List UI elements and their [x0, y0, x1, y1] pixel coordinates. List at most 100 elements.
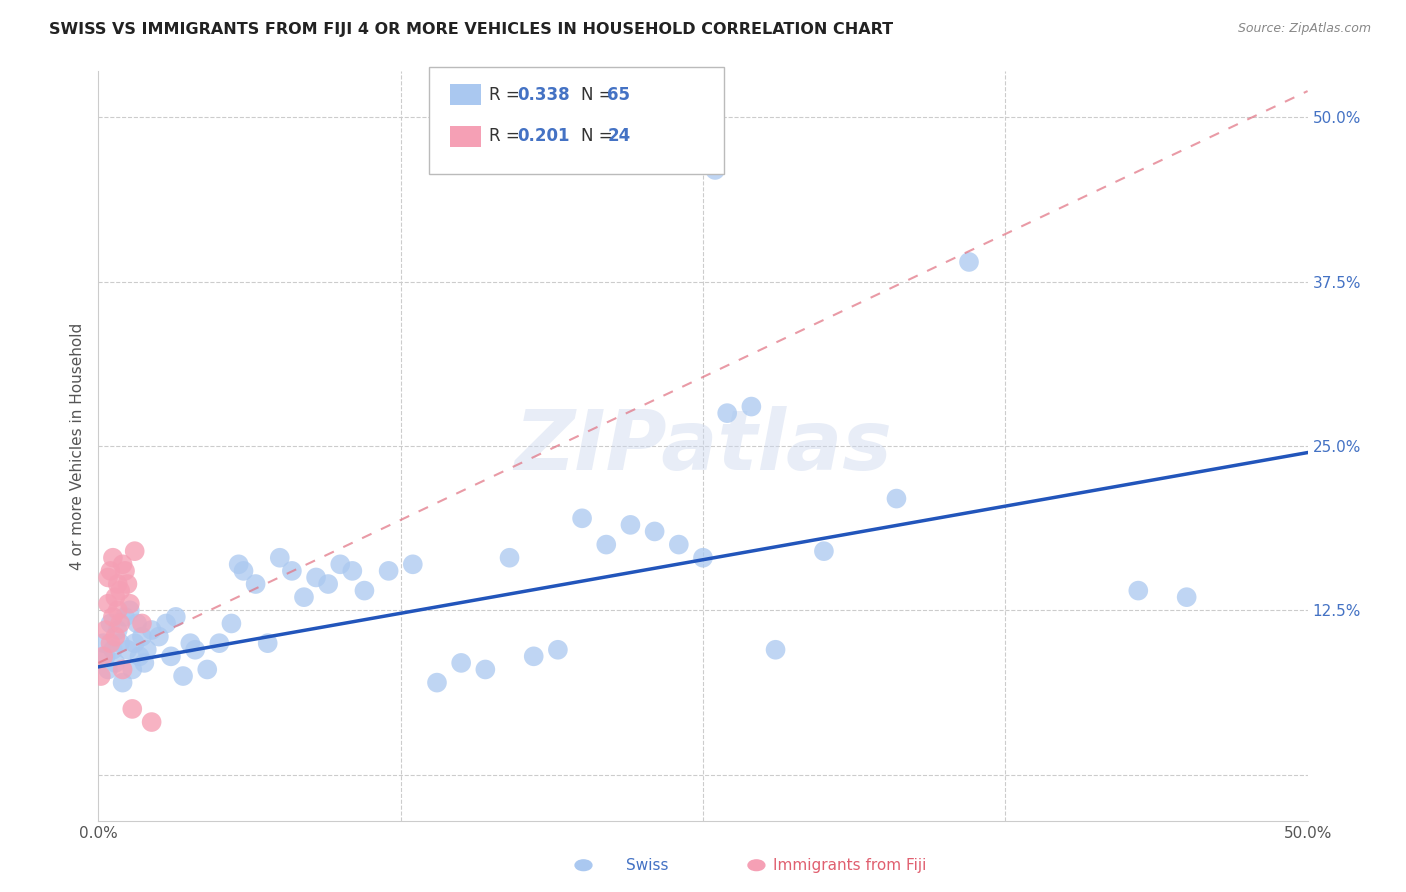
Point — [1128, 583, 1150, 598]
Point — [107, 603, 129, 617]
Point — [377, 564, 399, 578]
Point — [111, 558, 134, 572]
Point — [111, 675, 134, 690]
Point — [305, 570, 328, 584]
Point — [108, 583, 131, 598]
Point — [104, 590, 127, 604]
Point — [160, 649, 183, 664]
Point — [117, 642, 139, 657]
Point — [179, 636, 201, 650]
Point — [256, 636, 278, 650]
Point — [692, 550, 714, 565]
Point — [221, 616, 243, 631]
Text: Immigrants from Fiji: Immigrants from Fiji — [773, 858, 927, 872]
Text: 0.338: 0.338 — [517, 86, 569, 103]
Point — [957, 255, 980, 269]
Y-axis label: 4 or more Vehicles in Household: 4 or more Vehicles in Household — [69, 322, 84, 570]
Point — [107, 577, 129, 591]
Point — [124, 544, 146, 558]
Text: 0.201: 0.201 — [517, 128, 569, 145]
Text: ZIPatlas: ZIPatlas — [515, 406, 891, 486]
Point — [165, 610, 187, 624]
Point — [329, 558, 352, 572]
Point — [101, 642, 124, 657]
Point — [100, 616, 122, 631]
Point — [117, 577, 139, 591]
Text: Swiss: Swiss — [626, 858, 668, 872]
Point — [101, 550, 124, 565]
Point — [91, 636, 114, 650]
Point — [765, 642, 787, 657]
Point — [228, 558, 250, 572]
Point — [595, 538, 617, 552]
Point — [114, 564, 136, 578]
Point — [107, 623, 129, 637]
Text: 24: 24 — [607, 128, 631, 145]
Point — [100, 636, 122, 650]
Point — [134, 656, 156, 670]
Point — [172, 669, 194, 683]
Point — [498, 550, 520, 565]
Point — [90, 669, 112, 683]
Point — [704, 163, 727, 178]
Point — [108, 616, 131, 631]
Text: SWISS VS IMMIGRANTS FROM FIJI 4 OR MORE VEHICLES IN HOUSEHOLD CORRELATION CHART: SWISS VS IMMIGRANTS FROM FIJI 4 OR MORE … — [49, 22, 893, 37]
Point — [114, 610, 136, 624]
Point — [523, 649, 546, 664]
Point — [131, 630, 153, 644]
Point — [131, 616, 153, 631]
Point — [101, 610, 124, 624]
Point — [281, 564, 304, 578]
Point — [292, 590, 315, 604]
Point — [121, 663, 143, 677]
Point — [184, 642, 207, 657]
Point — [208, 636, 231, 650]
Point — [94, 649, 117, 664]
Text: R =: R = — [489, 86, 526, 103]
Point — [571, 511, 593, 525]
Point — [127, 616, 149, 631]
Point — [148, 630, 170, 644]
Point — [118, 603, 141, 617]
Point — [91, 649, 114, 664]
Text: N =: N = — [581, 128, 617, 145]
Point — [269, 550, 291, 565]
Point — [668, 538, 690, 552]
Point — [716, 406, 738, 420]
Point — [97, 597, 120, 611]
Point — [886, 491, 908, 506]
Point — [97, 570, 120, 584]
Point — [108, 636, 131, 650]
Point — [316, 577, 339, 591]
Point — [155, 616, 177, 631]
Point — [402, 558, 425, 572]
Point — [426, 675, 449, 690]
Point — [619, 517, 641, 532]
Point — [232, 564, 254, 578]
Point — [124, 636, 146, 650]
Point — [141, 623, 163, 637]
Point — [245, 577, 267, 591]
Point — [353, 583, 375, 598]
Text: Source: ZipAtlas.com: Source: ZipAtlas.com — [1237, 22, 1371, 36]
Point — [118, 597, 141, 611]
Point — [141, 714, 163, 729]
Point — [195, 663, 218, 677]
Point — [1175, 590, 1198, 604]
Point — [547, 642, 569, 657]
Point — [97, 663, 120, 677]
Point — [342, 564, 364, 578]
Point — [121, 702, 143, 716]
Point — [128, 649, 150, 664]
Point — [94, 623, 117, 637]
Point — [104, 630, 127, 644]
Point — [135, 642, 157, 657]
Text: R =: R = — [489, 128, 526, 145]
Point — [740, 400, 762, 414]
Point — [104, 656, 127, 670]
Point — [474, 663, 496, 677]
Point — [813, 544, 835, 558]
Point — [644, 524, 666, 539]
Point — [100, 564, 122, 578]
Text: N =: N = — [581, 86, 617, 103]
